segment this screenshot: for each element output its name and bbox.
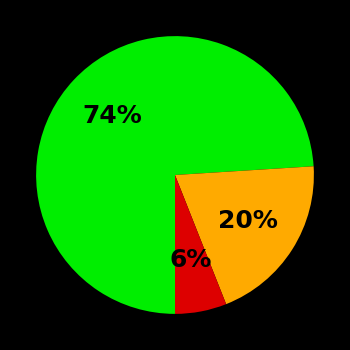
Wedge shape [175, 166, 314, 304]
Text: 20%: 20% [218, 209, 278, 233]
Wedge shape [175, 175, 226, 314]
Wedge shape [36, 36, 314, 314]
Text: 74%: 74% [82, 104, 142, 128]
Text: 6%: 6% [170, 247, 212, 272]
